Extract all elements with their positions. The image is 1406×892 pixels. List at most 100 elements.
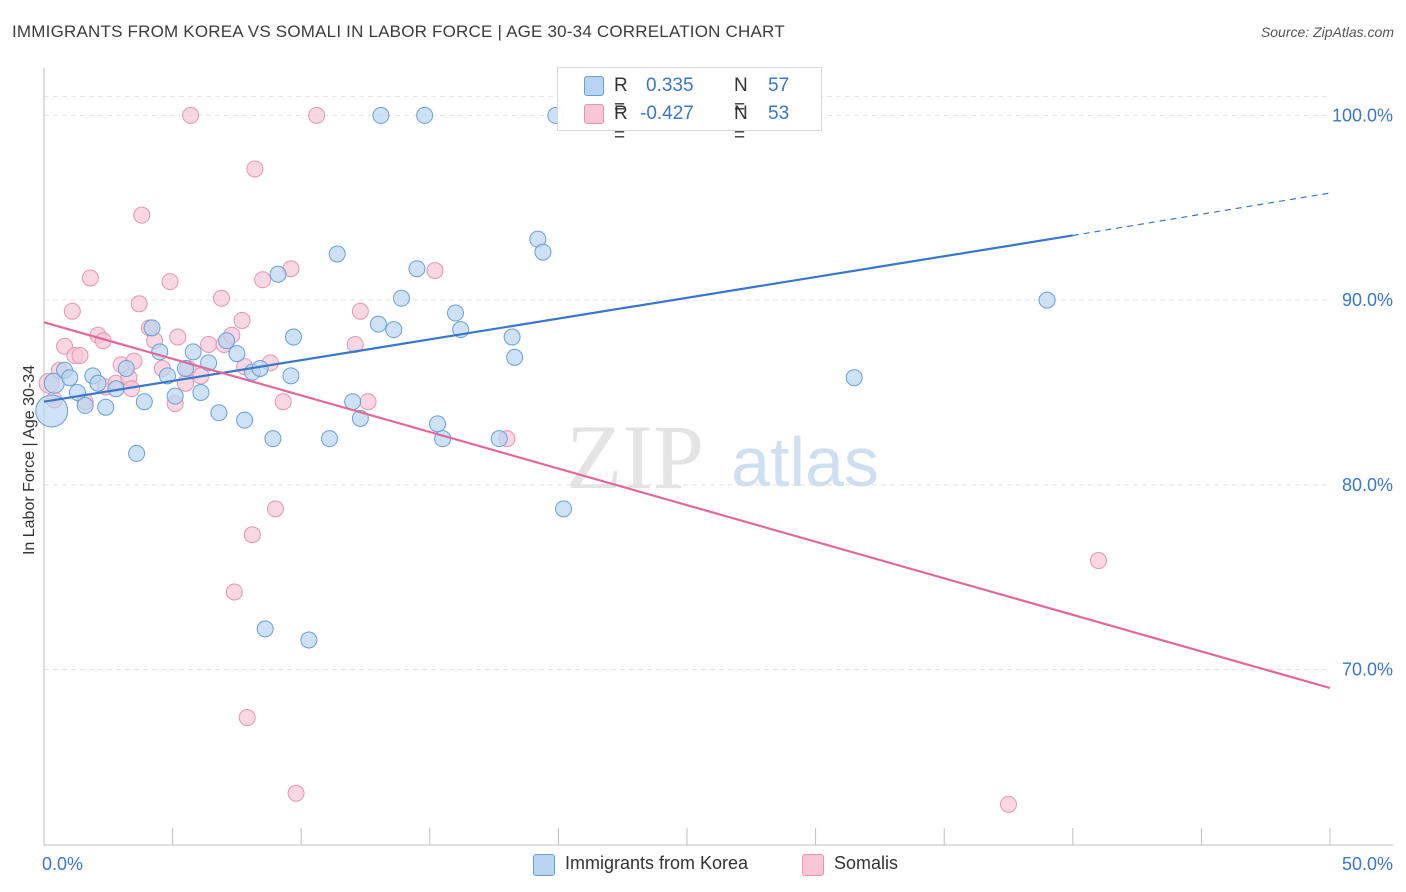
somali-point bbox=[359, 393, 377, 411]
korea-point bbox=[236, 411, 254, 429]
korea-point bbox=[166, 387, 184, 405]
korea-point bbox=[490, 430, 508, 448]
korea-point bbox=[385, 321, 403, 339]
korea-r-value: 0.335 bbox=[646, 75, 694, 96]
correlation-legend: R = 0.335 N = 57 R = -0.427 N = 53 bbox=[557, 67, 822, 146]
korea-point bbox=[89, 374, 107, 392]
somali-r-value: -0.427 bbox=[640, 103, 694, 124]
korea-point bbox=[97, 398, 115, 416]
watermark: ZIP atlas bbox=[566, 406, 879, 508]
somali-point bbox=[287, 784, 305, 802]
korea-point bbox=[372, 106, 390, 124]
korea-point bbox=[158, 367, 176, 385]
somali-point bbox=[1000, 795, 1017, 813]
somali-point bbox=[182, 106, 200, 124]
somali-n-value: 53 bbox=[768, 103, 790, 124]
korea-point bbox=[429, 415, 447, 433]
korea-point bbox=[228, 345, 246, 363]
korea-point bbox=[320, 430, 338, 448]
grid-lines bbox=[44, 95, 1330, 671]
somali-point bbox=[71, 347, 89, 365]
somali-point bbox=[225, 583, 243, 601]
korea-point bbox=[503, 328, 521, 346]
somali-point bbox=[63, 302, 81, 320]
r-label: R = bbox=[614, 75, 628, 118]
korea-trend-extension bbox=[1072, 192, 1331, 237]
korea-point bbox=[282, 367, 300, 385]
somali-legend-label: Somalis bbox=[834, 853, 899, 873]
korea-point bbox=[128, 444, 146, 462]
korea-point bbox=[416, 106, 434, 124]
korea-point bbox=[300, 631, 318, 649]
somali-point bbox=[212, 289, 230, 307]
korea-legend-swatch bbox=[533, 854, 555, 876]
tick-labels: 70.0% 80.0% 90.0% 100.0% 0.0% 50.0% bbox=[42, 105, 1393, 874]
korea-points bbox=[35, 106, 1056, 649]
korea-point bbox=[269, 265, 287, 283]
korea-point bbox=[117, 359, 135, 377]
korea-point bbox=[393, 289, 411, 307]
somali-point bbox=[308, 106, 326, 124]
korea-point bbox=[184, 343, 202, 361]
somali-point bbox=[81, 269, 99, 287]
r-label: R = bbox=[614, 103, 628, 146]
somali-point bbox=[351, 302, 369, 320]
watermark-zip: ZIP bbox=[566, 406, 704, 508]
korea-point bbox=[264, 430, 282, 448]
korea-point bbox=[328, 245, 346, 263]
korea-point bbox=[135, 393, 153, 411]
korea-legend-label: Immigrants from Korea bbox=[565, 853, 749, 873]
chart-title: IMMIGRANTS FROM KOREA VS SOMALI IN LABOR… bbox=[12, 22, 785, 41]
somali-point bbox=[130, 295, 148, 313]
somali-point bbox=[243, 526, 261, 544]
korea-point bbox=[210, 404, 228, 422]
korea-n-value: 57 bbox=[768, 75, 790, 96]
somali-legend-swatch bbox=[802, 854, 824, 876]
korea-point bbox=[555, 500, 573, 518]
korea-point bbox=[506, 348, 524, 366]
somali-point bbox=[200, 335, 218, 353]
korea-point bbox=[447, 304, 465, 322]
somali-swatch bbox=[584, 104, 604, 124]
watermark-atlas: atlas bbox=[731, 423, 879, 501]
somali-point bbox=[274, 393, 292, 411]
source-label: Source: ZipAtlas.com bbox=[1260, 24, 1394, 40]
korea-point bbox=[845, 369, 863, 387]
y-tick-label: 100.0% bbox=[1332, 105, 1393, 125]
korea-swatch bbox=[584, 76, 604, 96]
n-label: N = bbox=[734, 103, 748, 146]
korea-point bbox=[256, 620, 274, 638]
korea-point bbox=[284, 328, 302, 346]
korea-point bbox=[61, 369, 79, 387]
y-tick-label: 90.0% bbox=[1342, 290, 1393, 310]
somali-point bbox=[161, 273, 179, 291]
somali-point bbox=[233, 311, 251, 329]
n-label: N = bbox=[734, 75, 748, 118]
korea-point bbox=[35, 394, 69, 428]
korea-point bbox=[1038, 291, 1056, 309]
x-tick-label: 50.0% bbox=[1342, 854, 1393, 874]
somali-point bbox=[266, 500, 284, 518]
korea-point bbox=[218, 332, 236, 350]
korea-point bbox=[534, 243, 552, 261]
x-tick-label: 0.0% bbox=[42, 854, 83, 874]
somali-point bbox=[1090, 552, 1108, 570]
korea-point bbox=[143, 319, 161, 337]
somali-point bbox=[238, 709, 256, 727]
korea-point bbox=[344, 393, 362, 411]
korea-point bbox=[369, 315, 387, 333]
korea-point bbox=[76, 396, 94, 414]
y-tick-label: 80.0% bbox=[1342, 475, 1393, 495]
y-tick-label: 70.0% bbox=[1342, 660, 1393, 680]
somali-point bbox=[246, 160, 264, 178]
korea-point bbox=[192, 383, 210, 401]
axes bbox=[43, 68, 1393, 846]
somali-trend-line bbox=[43, 321, 1331, 690]
somali-point bbox=[254, 271, 272, 289]
korea-trend-line bbox=[43, 234, 1073, 403]
somali-point bbox=[169, 328, 187, 346]
somali-point bbox=[133, 206, 151, 224]
korea-point bbox=[408, 260, 426, 278]
somali-point bbox=[426, 262, 444, 280]
